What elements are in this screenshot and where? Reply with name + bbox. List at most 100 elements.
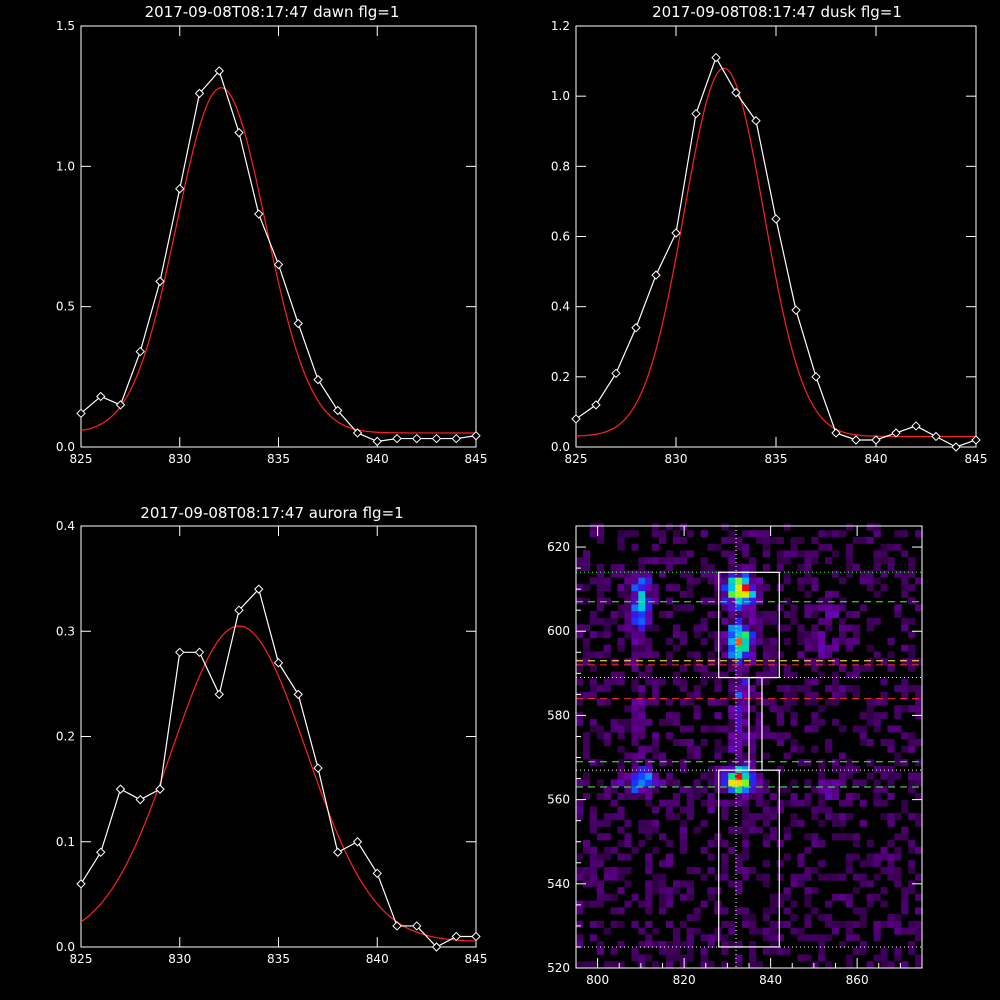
data-point — [431, 942, 442, 952]
fit-curve — [80, 87, 476, 434]
data-point — [911, 421, 921, 431]
data-point — [731, 87, 741, 98]
panel-aurora-title: 2017-09-08T08:17:47 aurora flg=1 — [140, 504, 403, 522]
data-point — [234, 605, 244, 615]
x-tick-label: 840 — [865, 452, 888, 466]
y-tick-label: 600 — [547, 624, 570, 638]
x-tick-label: 840 — [759, 973, 782, 987]
data-point — [115, 400, 126, 410]
data-point — [372, 436, 382, 447]
observed-line — [575, 56, 977, 448]
panel-dusk: 2017-09-08T08:17:47 dusk flg=1 825 830 835… — [551, 3, 988, 466]
x-tick-label: 845 — [465, 452, 488, 466]
data-point — [611, 368, 621, 379]
data-point — [811, 372, 821, 382]
data-point — [273, 259, 284, 270]
data-point — [155, 784, 165, 794]
y-tick-label: 1.5 — [56, 19, 75, 33]
panel-dusk-title: 2017-09-08T08:17:47 dusk flg=1 — [652, 3, 902, 21]
plot-frame — [80, 25, 477, 448]
x-tick-label: 835 — [267, 952, 290, 966]
x-tick-label: 830 — [168, 452, 191, 466]
data-point — [711, 52, 721, 63]
data-point — [471, 431, 481, 441]
data-point — [412, 433, 422, 444]
data-point — [135, 346, 145, 357]
y-tick-label: 560 — [547, 793, 570, 807]
data-point — [293, 318, 303, 329]
plot-frame — [575, 25, 977, 448]
data-point — [791, 305, 801, 315]
data-point — [352, 428, 363, 438]
data-point — [96, 391, 106, 402]
data-point — [76, 879, 86, 889]
y-tick-label: 0.0 — [56, 940, 75, 954]
data-point — [194, 88, 205, 99]
x-tick-label: 845 — [965, 452, 988, 466]
plot-frame — [80, 525, 477, 948]
panel-aurora: 2017-09-08T08:17:47 aurora flg=1 825 830 8… — [56, 504, 488, 966]
y-tick-label: 0.1 — [56, 835, 75, 849]
data-point — [234, 127, 244, 138]
data-point — [214, 689, 224, 700]
y-tick-label: 1.0 — [551, 89, 570, 103]
x-tick-label: 840 — [366, 452, 389, 466]
data-point — [412, 921, 422, 931]
data-point — [333, 405, 343, 416]
data-point — [571, 414, 581, 424]
data-point — [651, 270, 661, 280]
data-point — [931, 431, 941, 442]
data-point — [96, 847, 106, 857]
data-point — [471, 931, 481, 942]
data-point — [631, 323, 641, 333]
x-tick-label: 825 — [70, 952, 93, 966]
data-point — [214, 66, 224, 76]
data-point — [671, 228, 681, 238]
data-point — [851, 435, 861, 445]
x-tick-label: 840 — [366, 952, 389, 966]
x-tick-label: 830 — [168, 952, 191, 966]
y-tick-label: 1.2 — [551, 19, 570, 33]
y-tick-label: 0.4 — [56, 519, 75, 533]
panel-dawn-title: 2017-09-08T08:17:47 dawn flg=1 — [145, 3, 400, 21]
data-point — [194, 647, 205, 658]
data-point — [871, 435, 881, 445]
y-tick-label: 0.2 — [56, 730, 75, 744]
data-point — [333, 847, 343, 857]
data-point — [76, 408, 86, 419]
data-point — [372, 868, 382, 879]
heatmap-cells — [576, 523, 923, 969]
data-point — [352, 837, 363, 847]
data-point — [135, 794, 145, 805]
y-tick-label: 0.6 — [551, 230, 570, 244]
data-point — [313, 374, 323, 385]
x-tick-label: 835 — [765, 452, 788, 466]
data-point — [771, 214, 781, 224]
data-point — [451, 433, 461, 444]
x-tick-label: 825 — [70, 452, 93, 466]
y-tick-label: 620 — [547, 540, 570, 554]
panel-spectral-image: 800 820 840 860 520 540 560 580 600 620 — [547, 523, 923, 987]
y-tick-label: 540 — [547, 877, 570, 891]
data-point — [155, 276, 165, 287]
data-point — [971, 435, 981, 445]
data-point — [254, 209, 264, 219]
y-tick-label: 0.0 — [551, 440, 570, 454]
observed-line — [80, 69, 477, 443]
y-tick-label: 0.5 — [56, 300, 75, 314]
y-tick-label: 0.0 — [56, 440, 75, 454]
data-point — [392, 921, 402, 931]
fit-curve — [80, 625, 477, 942]
data-point — [591, 400, 601, 410]
data-point — [951, 442, 961, 452]
y-tick-label: 580 — [547, 708, 570, 722]
y-tick-label: 0.4 — [551, 300, 570, 314]
panel-dawn: 2017-09-08T08:17:47 dawn flg=1 825 830 835… — [56, 3, 488, 466]
data-point — [451, 931, 461, 942]
x-tick-label: 820 — [673, 973, 696, 987]
data-point — [392, 433, 402, 444]
y-tick-label: 0.8 — [551, 159, 570, 173]
observed-line — [80, 587, 476, 948]
data-point — [831, 428, 841, 438]
data-point — [175, 647, 185, 658]
